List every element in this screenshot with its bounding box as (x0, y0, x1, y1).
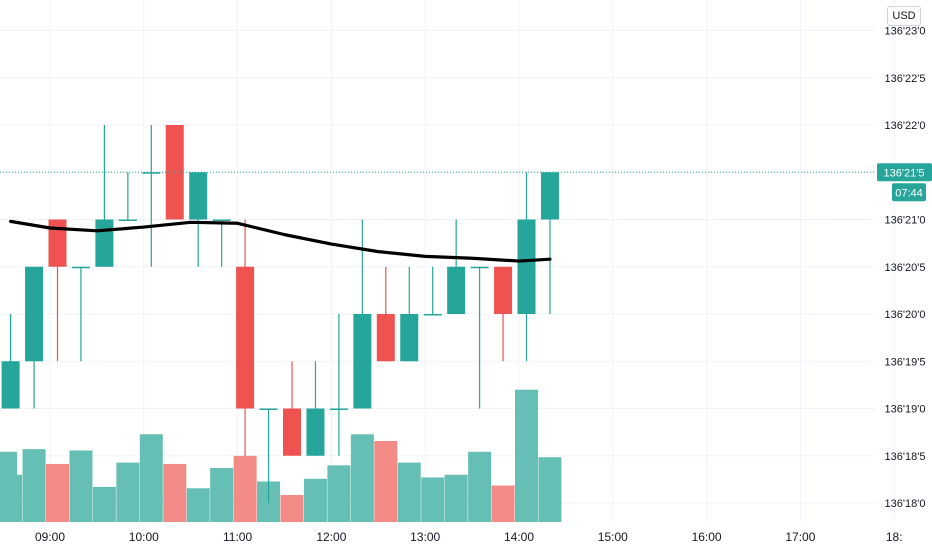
time-tick-label: 17:00 (785, 530, 815, 544)
time-tick-label: 12:00 (316, 530, 346, 544)
candle-body-up (400, 314, 419, 362)
volume-bars (0, 389, 562, 522)
volume-bar (468, 451, 492, 522)
time-axis[interactable]: 09:00 10:00 11:00 12:00 13:00 14:00 15:00 16:00… (35, 530, 903, 544)
time-tick-label: 13:00 (410, 530, 440, 544)
price-tick-label: 136'21'0 (885, 215, 926, 227)
candle-body-up (71, 266, 90, 269)
time-tick-label: 14:00 (504, 530, 534, 544)
volume-bar (163, 463, 187, 522)
moving-average-polyline (9, 219, 552, 263)
price-tick-label: 136'19'5 (885, 356, 926, 368)
volume-bar (0, 451, 17, 522)
price-tick-label: 136'22'5 (885, 73, 926, 85)
currency-button[interactable]: USD (887, 6, 921, 26)
last-price-tag-label: 136'21'5 (884, 167, 925, 179)
countdown-tag-label: 07:44 (895, 187, 923, 199)
candle-body-down (236, 266, 255, 409)
countdown-tag (892, 183, 926, 202)
volume-bar (69, 450, 93, 522)
volume-bar (92, 486, 116, 522)
volume-bar (280, 495, 304, 522)
price-tick-label: 136'22'0 (885, 120, 926, 132)
candle-body-up (329, 408, 348, 410)
volume-bar (22, 449, 46, 522)
candle-body-up (25, 266, 44, 362)
candle-body-down (494, 266, 513, 314)
last-price-tag (877, 163, 932, 182)
price-tick-label: 136'20'0 (885, 309, 926, 321)
volume-bar (116, 462, 140, 522)
moving-average-line (9, 219, 552, 263)
candle-body-up (517, 219, 536, 314)
volume-bar (374, 441, 398, 522)
candle-body-up (142, 172, 161, 174)
volume-bar (233, 455, 257, 522)
price-tick-label: 136'18'5 (885, 451, 926, 463)
price-tick-label: 136'23'0 (885, 26, 926, 38)
candle-body-down (48, 219, 67, 267)
volume-bar (515, 389, 539, 522)
price-tick-label: 136'20'5 (885, 262, 926, 274)
time-tick-label: 11:00 (223, 530, 252, 544)
volume-bar (397, 462, 421, 522)
volume-bar (491, 485, 515, 522)
candle-body-up (95, 219, 114, 267)
volume-bar (139, 434, 163, 522)
candle-body-down (376, 314, 395, 362)
time-tick-label: 10:00 (129, 530, 159, 544)
price-tick-label: 136'18'0 (885, 498, 926, 510)
price-axis[interactable]: 136'23'0 136'22'5 136'22'0 136'21'5 136'21'0… (877, 26, 932, 511)
grid-lines (0, 0, 895, 522)
volume-bar (350, 434, 374, 522)
volume-bar (327, 465, 351, 522)
candle-body-up (353, 314, 372, 409)
candle-body-up (118, 219, 137, 221)
candle-body-up (447, 266, 466, 314)
candlesticks (1, 125, 559, 503)
candle-body-down (283, 408, 302, 456)
time-tick-label: 16:00 (692, 530, 722, 544)
candle-body-up (470, 266, 489, 269)
volume-bar (46, 463, 70, 522)
candle-body-up (259, 408, 278, 410)
time-tick-label: 15:00 (598, 530, 628, 544)
time-tick-label: 18: (886, 530, 903, 544)
candle-body-up (212, 219, 231, 221)
price-tick-label: 136'19'0 (885, 404, 926, 416)
volume-bar (444, 474, 468, 522)
volume-bar (303, 478, 327, 522)
candle-body-up (1, 361, 20, 409)
candle-body-up (540, 172, 559, 220)
volume-bar (538, 457, 562, 522)
time-tick-label: 09:00 (35, 530, 65, 544)
volume-bar (421, 477, 445, 522)
candle-body-up (306, 408, 325, 456)
volume-bar (186, 488, 210, 522)
candle-body-up (189, 172, 208, 220)
volume-bar (210, 468, 234, 522)
candle-body-up (423, 314, 442, 316)
